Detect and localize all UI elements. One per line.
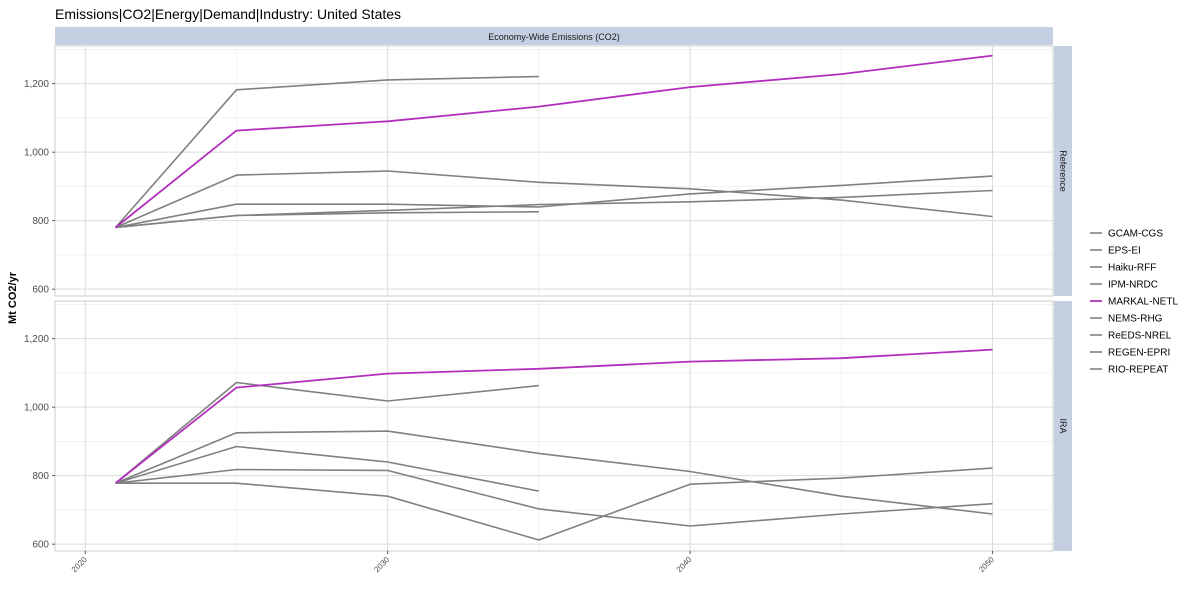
x-axis: 2020 2030 2040 2050 xyxy=(70,551,996,574)
series-line-unlabeled xyxy=(115,445,540,492)
legend-item-regen-epri: REGEN-EPRI xyxy=(1090,348,1170,359)
facet-strip-label: Reference xyxy=(1058,150,1068,192)
panel-background xyxy=(55,301,1053,551)
series-line-markal-netl xyxy=(114,54,993,229)
series-line-unlabeled xyxy=(115,175,993,229)
legend-label: EPS-EI xyxy=(1108,246,1141,257)
panel-reference: 600 800 1,000 1,200 Reference xyxy=(24,45,1072,297)
top-strip xyxy=(55,27,1053,45)
legend-item-rio-repeat: RIO-REPEAT xyxy=(1090,365,1168,376)
legend: GCAM-CGS EPS-EI Haiku-RFF IPM-NRDC MARKAL-NE… xyxy=(1090,229,1178,376)
legend-item-nems-rhg: NEMS-RHG xyxy=(1090,314,1163,325)
facet-strip-label: IRA xyxy=(1058,418,1068,433)
x-tick-label: 2020 xyxy=(70,555,89,574)
legend-item-ipm-nrdc: IPM-NRDC xyxy=(1090,280,1158,291)
x-tick-label: 2040 xyxy=(675,555,694,574)
series-line-unlabeled xyxy=(115,211,539,229)
series-line-unlabeled xyxy=(114,75,539,229)
series-line-unlabeled xyxy=(114,381,539,484)
legend-label: GCAM-CGS xyxy=(1108,229,1163,240)
panel-border xyxy=(54,300,1054,552)
panel-ira: 600 800 1,000 1,200 IRA xyxy=(24,300,1072,552)
x-tick-label: 2050 xyxy=(977,555,996,574)
x-tick-label: 2030 xyxy=(372,555,391,574)
chart-title: Emissions|CO2|Energy|Demand|Industry: Un… xyxy=(55,6,401,22)
y-tick-label: 1,200 xyxy=(24,334,49,345)
y-tick-label: 1,000 xyxy=(24,148,49,159)
legend-item-haiku-rff: Haiku-RFF xyxy=(1090,263,1156,274)
legend-item-eps-ei: EPS-EI xyxy=(1090,246,1141,257)
series-line-unlabeled xyxy=(115,467,993,541)
facet-strip xyxy=(1054,46,1072,296)
y-tick-label: 600 xyxy=(32,285,49,296)
series-line-markal-netl xyxy=(114,348,993,484)
y-tick-label: 1,200 xyxy=(24,79,49,90)
y-tick-label: 800 xyxy=(32,216,49,227)
legend-item-reeds-nrel: ReEDS-NREL xyxy=(1090,331,1172,342)
legend-label: MARKAL-NETL xyxy=(1108,297,1178,308)
y-tick-label: 800 xyxy=(32,471,49,482)
legend-label: NEMS-RHG xyxy=(1108,314,1163,325)
legend-label: Haiku-RFF xyxy=(1108,263,1156,274)
facet-strip xyxy=(1054,301,1072,551)
legend-label: RIO-REPEAT xyxy=(1108,365,1168,376)
legend-label: IPM-NRDC xyxy=(1108,280,1158,291)
panel-border xyxy=(54,45,1054,297)
panels: 600 800 1,000 1,200 Reference 600 800 1,000 1,20… xyxy=(24,45,1072,552)
y-tick-label: 1,000 xyxy=(24,403,49,414)
series-line-unlabeled xyxy=(115,170,993,229)
panel-background xyxy=(55,46,1053,296)
legend-item-markal-netl: MARKAL-NETL xyxy=(1090,297,1178,308)
y-tick-label: 600 xyxy=(32,540,49,551)
legend-label: REGEN-EPRI xyxy=(1108,348,1170,359)
series-line-unlabeled xyxy=(115,468,993,527)
top-strip-label: Economy-Wide Emissions (CO2) xyxy=(488,32,620,42)
series-line-unlabeled xyxy=(115,430,993,515)
legend-label: ReEDS-NREL xyxy=(1108,331,1172,342)
legend-item-gcam-cgs: GCAM-CGS xyxy=(1090,229,1163,240)
y-axis-label: Mt CO2/yr xyxy=(7,271,19,324)
